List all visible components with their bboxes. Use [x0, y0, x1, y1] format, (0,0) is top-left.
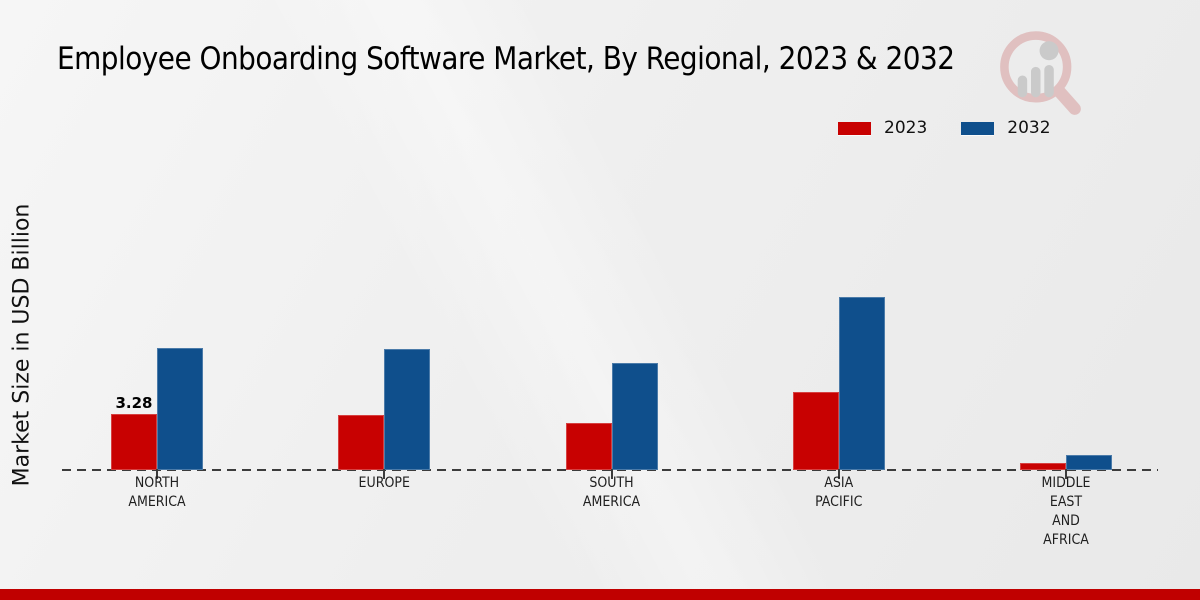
bar-2023-europe	[338, 415, 385, 470]
legend: 2023 2032	[838, 118, 1051, 138]
legend-item-2023: 2023	[838, 118, 927, 138]
x-tick-asia-pacific	[837, 469, 840, 479]
bar-2032-south-america	[611, 363, 658, 470]
x-category-label-line: MIDDLE	[1041, 475, 1091, 491]
x-category-label-line: ASIA	[824, 475, 854, 491]
legend-swatch-2032	[961, 121, 995, 135]
legend-item-2032: 2032	[961, 118, 1051, 138]
x-tick-europe	[383, 469, 386, 479]
bar-2023-asia-pacific	[792, 392, 839, 470]
bar-2032-middle-east-and-africa	[1066, 455, 1112, 470]
legend-label-2032: 2032	[1007, 118, 1051, 138]
x-category-label-north-america: NORTH AMERICA	[87, 474, 227, 512]
market-research-magnifier-icon	[1000, 31, 1081, 115]
x-tick-middle-east-and-africa	[1065, 469, 1067, 479]
x-tick-north-america	[156, 469, 158, 479]
x-category-label-middle-east-and-africa: MIDDLE EAST AND AFRICA	[996, 474, 1136, 550]
bar-2032-europe	[384, 349, 431, 470]
chart-title: Employee Onboarding Software Market, By …	[57, 41, 955, 77]
x-category-label-line: AND	[1052, 513, 1080, 529]
bar-2032-asia-pacific	[838, 297, 885, 470]
bar-2023-south-america	[565, 423, 612, 470]
x-category-label-line: AMERICA	[128, 494, 186, 510]
bar-2032-north-america	[157, 347, 203, 470]
footer-accent-bar	[0, 589, 1200, 600]
legend-label-2023: 2023	[884, 118, 928, 138]
bar-2023-middle-east-and-africa	[1020, 463, 1066, 470]
data-label-2023-north-america: 3.28	[115, 394, 153, 413]
x-category-label-europe: EUROPE	[314, 474, 454, 493]
x-category-label-line: SOUTH	[589, 475, 634, 491]
x-axis-baseline	[62, 469, 1158, 471]
x-category-label-line: PACIFIC	[815, 494, 863, 510]
bar-2023-north-america	[111, 414, 157, 470]
x-category-label-line: NORTH	[134, 475, 180, 491]
x-category-label-line: AMERICA	[582, 494, 641, 510]
x-category-label-line: EUROPE	[358, 475, 410, 491]
x-category-label-line: EAST	[1049, 494, 1083, 510]
brand-watermark	[993, 27, 1088, 122]
legend-swatch-2023	[838, 121, 871, 135]
x-category-label-south-america: SOUTH AMERICA	[542, 474, 682, 512]
x-category-label-asia-pacific: ASIA PACIFIC	[769, 474, 909, 512]
x-category-label-line: AFRICA	[1043, 532, 1089, 548]
x-tick-south-america	[610, 469, 613, 479]
